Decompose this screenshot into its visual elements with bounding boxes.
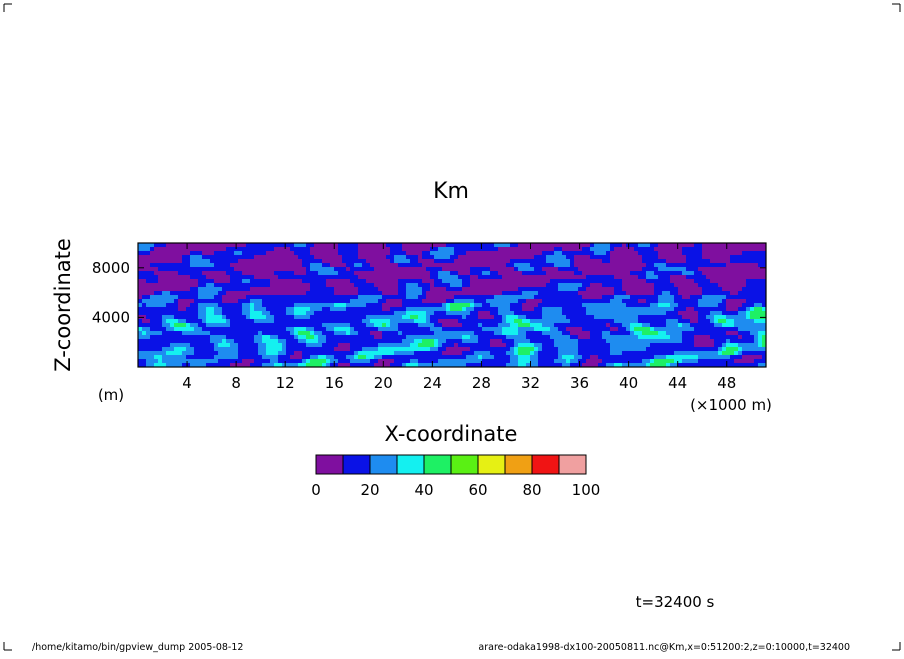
- x-tick-label: 20: [374, 374, 393, 392]
- colorbar-swatch: [396, 454, 425, 475]
- contour-field: [138, 243, 766, 367]
- x-tick-label: 4: [182, 374, 192, 392]
- colorbar-label: 20: [360, 481, 379, 499]
- x-tick-label: 12: [276, 374, 295, 392]
- footer-right: arare-odaka1998-dx100-20050811.nc@Km,x=0…: [478, 642, 850, 653]
- y-axis-ticks: 4000 8000: [92, 259, 766, 326]
- y-axis-unit: (m): [98, 386, 124, 404]
- colorbar-labels: 0 20 40 60 80 100: [311, 481, 600, 499]
- colorbar-swatch: [450, 454, 479, 475]
- colorbar-label: 40: [414, 481, 433, 499]
- x-tick-label: 36: [570, 374, 589, 392]
- colorbar-swatch: [315, 454, 344, 475]
- colorbar-swatch: [558, 454, 587, 475]
- colorbar-swatch: [423, 454, 452, 475]
- colorbar-label: 80: [522, 481, 541, 499]
- x-axis-unit: (×1000 m): [690, 396, 772, 414]
- y-tick-label: 4000: [92, 308, 130, 326]
- colorbar-label: 60: [468, 481, 487, 499]
- x-axis-label: X-coordinate: [385, 422, 518, 446]
- x-tick-label: 32: [521, 374, 540, 392]
- x-tick-label: 8: [231, 374, 241, 392]
- colorbar-swatch: [504, 454, 533, 475]
- colorbar-swatch: [342, 454, 371, 475]
- colorbar: [315, 454, 587, 475]
- plot-frame: [137, 242, 767, 368]
- x-tick-label: 40: [619, 374, 638, 392]
- chart-title: Km: [433, 179, 469, 204]
- time-label: t=32400 s: [636, 593, 715, 611]
- colorbar-swatch: [477, 454, 506, 475]
- colorbar-swatch: [369, 454, 398, 475]
- footer-left: /home/kitamo/bin/gpview_dump 2005-08-12: [32, 642, 243, 653]
- y-axis-label: Z-coordinate: [51, 238, 75, 372]
- colorbar-swatch: [531, 454, 560, 475]
- y-tick-label: 8000: [92, 259, 130, 277]
- x-tick-label: 24: [423, 374, 442, 392]
- x-tick-label: 28: [472, 374, 491, 392]
- colorbar-label: 0: [311, 481, 321, 499]
- x-tick-label: 44: [668, 374, 687, 392]
- x-tick-label: 16: [325, 374, 344, 392]
- colorbar-label: 100: [572, 481, 601, 499]
- x-axis-ticks: 4 8 12 16 20 24 28 32 36 40 44 48: [182, 243, 736, 392]
- page-corner-marks: [3, 3, 901, 651]
- x-tick-label: 48: [717, 374, 736, 392]
